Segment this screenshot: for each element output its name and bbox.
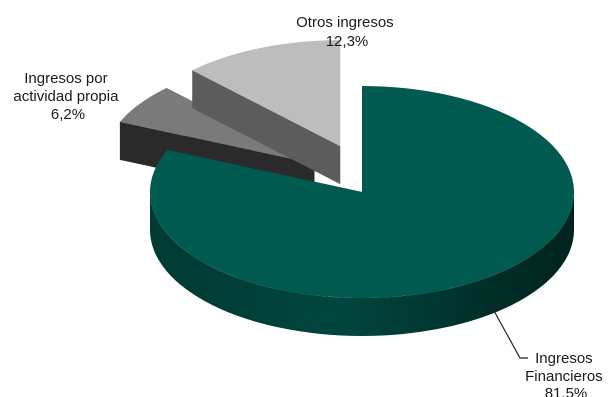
label-otros-line-1: Otros ingresos — [296, 14, 394, 31]
label-otros: Otros ingresos 12,3% — [296, 14, 398, 50]
label-financieros-value: 81.5% — [545, 385, 588, 397]
pie-slice-otros-wall-start — [192, 70, 341, 185]
label-financieros-line-1: Ingresos — [535, 350, 593, 367]
label-propia-line-2: actividad propia — [13, 88, 119, 105]
leader-line-financieros — [487, 299, 528, 359]
label-otros-value: 12,3% — [326, 33, 369, 50]
label-financieros: Ingresos Financieros 81.5% — [525, 350, 607, 397]
label-propia-value: 6,2% — [51, 106, 85, 123]
pie-slice-otros-top — [192, 40, 341, 147]
pie-slice-financieros-top — [150, 85, 575, 298]
label-propia: Ingresos por actividad propia 6,2% — [13, 70, 122, 123]
pie-slices — [119, 40, 575, 336]
pie-slice-otros — [192, 40, 341, 185]
label-financieros-line-2: Financieros — [525, 368, 603, 385]
pie-slice-financieros — [150, 85, 575, 336]
pie-slice-financieros-side-0 — [150, 192, 574, 336]
label-propia-line-1: Ingresos por — [24, 70, 107, 87]
